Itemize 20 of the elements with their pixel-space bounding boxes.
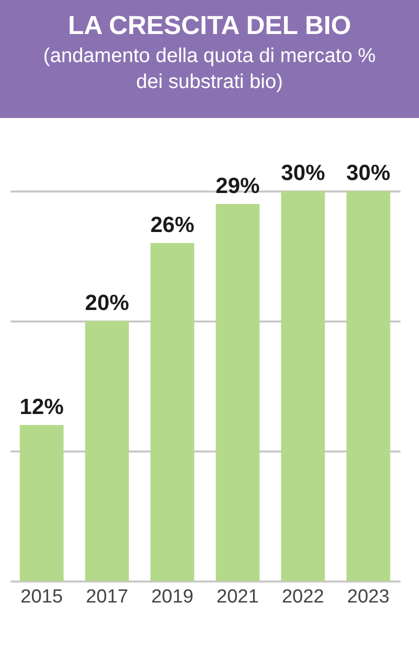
chart-title: LA CRESCITA DEL BIO — [66, 10, 352, 41]
chart-subtitle: (andamento della quota di mercato % dei substrati bio) — [42, 44, 377, 95]
data-label: 12% — [20, 394, 64, 419]
data-label: 30% — [346, 160, 390, 185]
bar — [20, 425, 64, 581]
x-tick-label: 2022 — [282, 586, 324, 608]
x-tick-label: 2015 — [20, 586, 63, 608]
bar — [216, 204, 260, 581]
bar — [85, 321, 129, 581]
data-label: 26% — [150, 212, 194, 237]
x-tick-label: 2017 — [86, 586, 128, 608]
x-tick-label: 2023 — [347, 586, 390, 608]
x-tick-label: 2019 — [151, 586, 194, 608]
bar — [150, 243, 194, 581]
data-label: 30% — [280, 160, 326, 185]
data-label: 29% — [216, 173, 260, 198]
data-label: 20% — [84, 290, 130, 315]
x-tick-label: 2021 — [216, 586, 259, 608]
bar — [346, 191, 390, 581]
bar — [281, 191, 325, 581]
